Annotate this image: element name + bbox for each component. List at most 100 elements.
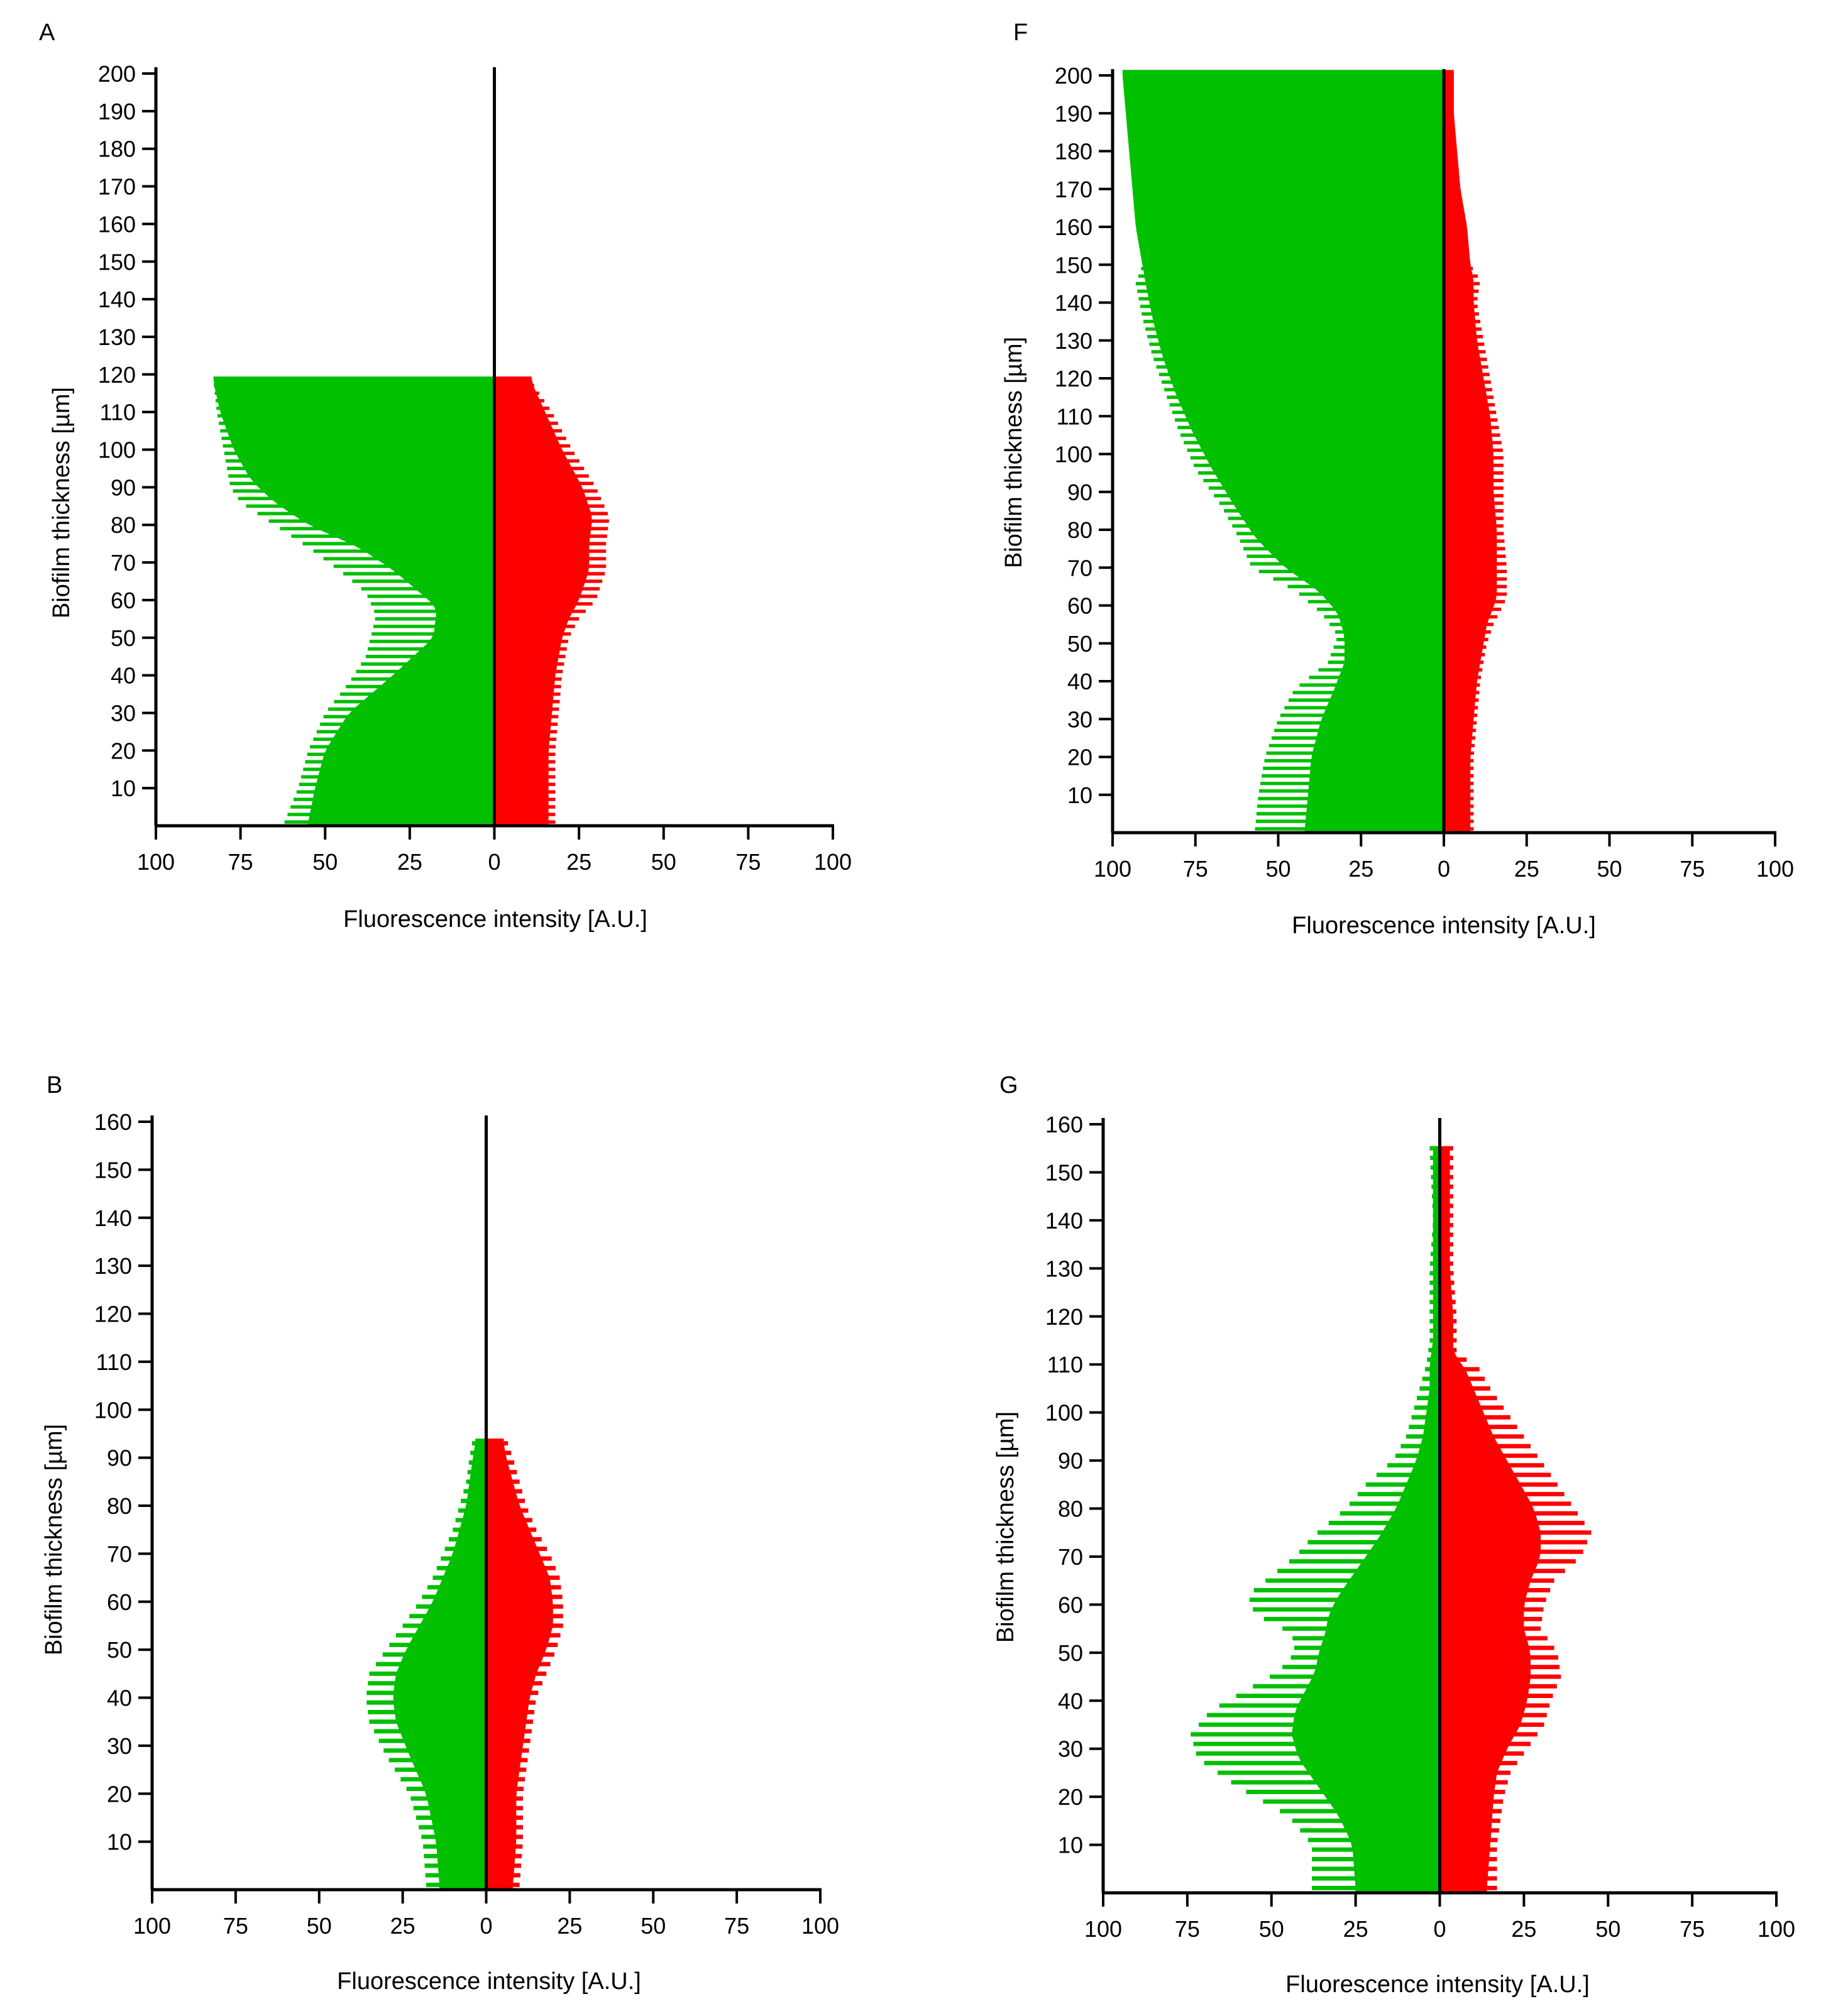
y-tick-label-b: 10	[107, 1829, 132, 1855]
x-tick-label-a: 75	[735, 849, 761, 875]
x-tick-label-a: 25	[397, 849, 422, 875]
y-tick-label-b: 30	[107, 1733, 132, 1759]
y-tick-label-f: 10	[1067, 782, 1092, 808]
plot-area-g: 10 20 30 40 50 60 70 80 90 100 110 120 130 140 150 160 1…	[1045, 1112, 1795, 1942]
y-tick-label-f: 40	[1067, 669, 1092, 694]
y-tick-label-g: 40	[1058, 1688, 1083, 1714]
y-tick-label-f: 140	[1055, 290, 1092, 316]
x-tick-label-g: 100	[1758, 1916, 1795, 1942]
y-tick-label-a: 110	[100, 400, 136, 425]
y-tick-label-a: 30	[111, 700, 136, 726]
y-tick-label-b: 90	[107, 1445, 132, 1471]
panel-label-f: F	[1013, 19, 1028, 46]
panel-label-g: G	[999, 1072, 1018, 1098]
panel-g: G 10 20 30 40 50 60 70 80 90 100 110 120 130 140 150 16…	[993, 1072, 1795, 1998]
y-tick-label-a: 150	[98, 249, 136, 275]
y-tick-label-f: 200	[1055, 63, 1092, 89]
x-tick-label-f: 50	[1265, 856, 1290, 882]
x-tick-label-g: 100	[1084, 1916, 1122, 1942]
x-tick-label-f: 0	[1438, 856, 1450, 882]
x-tick-label-a: 0	[488, 849, 500, 875]
y-tick-label-a: 160	[98, 211, 136, 237]
x-tick-label-g: 50	[1595, 1916, 1620, 1942]
y-tick-label-a: 200	[98, 61, 136, 87]
y-tick-label-f: 50	[1067, 631, 1092, 657]
y-axis-title-f: Biofilm thickness [µm]	[1001, 337, 1027, 568]
y-tick-label-f: 180	[1055, 139, 1092, 165]
y-tick-label-g: 90	[1058, 1448, 1083, 1474]
y-tick-label-b: 100	[94, 1397, 132, 1423]
x-axis-title-a: Fluorescence intensity [A.U.]	[343, 906, 647, 933]
y-tick-label-b: 140	[94, 1205, 132, 1231]
y-tick-label-g: 20	[1058, 1784, 1083, 1810]
x-tick-label-a: 50	[651, 849, 676, 875]
y-tick-label-a: 50	[111, 625, 136, 651]
y-tick-label-b: 80	[107, 1493, 132, 1519]
x-tick-label-b: 100	[801, 1913, 839, 1939]
x-axis-title-b: Fluorescence intensity [A.U.]	[337, 1968, 641, 1995]
y-tick-label-a: 20	[111, 738, 136, 764]
y-tick-label-g: 130	[1045, 1256, 1083, 1281]
y-tick-label-f: 150	[1055, 252, 1092, 278]
x-tick-label-b: 75	[223, 1913, 248, 1939]
panel-label-b: B	[47, 1072, 62, 1098]
y-tick-label-b: 120	[94, 1301, 132, 1327]
x-tick-label-f: 50	[1597, 856, 1622, 882]
x-tick-label-f: 100	[1094, 856, 1131, 882]
x-tick-label-g: 50	[1259, 1916, 1284, 1942]
y-tick-label-b: 160	[94, 1109, 132, 1135]
y-tick-label-b: 40	[107, 1685, 132, 1711]
y-tick-label-b: 130	[94, 1253, 132, 1279]
y-tick-label-g: 70	[1058, 1544, 1083, 1570]
x-tick-label-a: 100	[137, 849, 175, 875]
x-tick-label-b: 25	[557, 1913, 582, 1939]
y-tick-label-g: 10	[1058, 1832, 1083, 1858]
y-tick-label-f: 130	[1055, 328, 1092, 354]
y-tick-label-f: 120	[1055, 366, 1092, 392]
y-tick-label-a: 140	[98, 287, 136, 312]
x-tick-label-b: 100	[133, 1913, 171, 1939]
y-tick-label-a: 60	[111, 588, 136, 613]
x-tick-label-a: 25	[566, 849, 591, 875]
y-tick-label-a: 80	[111, 512, 136, 538]
x-tick-label-g: 75	[1175, 1916, 1200, 1942]
y-tick-label-a: 180	[98, 136, 136, 162]
y-tick-label-f: 100	[1055, 442, 1092, 468]
y-tick-label-b: 110	[96, 1349, 132, 1375]
x-tick-label-b: 50	[307, 1913, 332, 1939]
x-tick-label-f: 25	[1514, 856, 1539, 882]
x-tick-label-g: 75	[1680, 1916, 1705, 1942]
x-tick-label-f: 75	[1680, 856, 1705, 882]
x-tick-label-f: 75	[1183, 856, 1208, 882]
y-axis-title-g: Biofilm thickness [µm]	[993, 1411, 1019, 1643]
y-tick-label-b: 60	[107, 1589, 132, 1615]
panel-f: F 10 20 30 40 50 60 70 80 90 100 110 120 130 140 150 16…	[1001, 19, 1794, 939]
x-tick-label-b: 0	[480, 1913, 492, 1939]
y-tick-label-g: 120	[1045, 1304, 1083, 1330]
x-axis-title-f: Fluorescence intensity [A.U.]	[1292, 912, 1596, 939]
y-tick-label-g: 160	[1045, 1112, 1083, 1137]
y-tick-label-f: 190	[1055, 101, 1092, 126]
y-tick-label-g: 110	[1047, 1352, 1083, 1378]
x-tick-label-g: 25	[1511, 1916, 1536, 1942]
y-tick-label-f: 160	[1055, 214, 1092, 240]
y-tick-label-f: 20	[1067, 745, 1092, 770]
plot-area-a: 10 20 30 40 50 60 70 80 90 100 110 120 130 140 150 160 1…	[98, 61, 852, 875]
y-tick-label-f: 170	[1055, 177, 1092, 202]
y-tick-label-f: 110	[1057, 403, 1092, 429]
panel-a: A 10 20 30 40 50 60 70 80 90 100 110 120 130 140 150 16…	[39, 19, 852, 933]
y-tick-label-a: 10	[111, 775, 136, 801]
y-tick-label-a: 100	[98, 437, 136, 463]
y-tick-label-f: 70	[1067, 555, 1092, 581]
y-tick-label-b: 70	[107, 1541, 132, 1567]
y-tick-label-g: 30	[1058, 1736, 1083, 1762]
y-tick-label-f: 30	[1067, 706, 1092, 732]
y-tick-label-b: 150	[94, 1157, 132, 1183]
y-tick-label-a: 120	[98, 362, 136, 388]
x-tick-label-b: 25	[390, 1913, 415, 1939]
x-tick-label-f: 25	[1348, 856, 1373, 882]
y-tick-label-a: 90	[111, 474, 136, 500]
x-tick-label-f: 100	[1756, 856, 1794, 882]
x-tick-label-g: 0	[1433, 1916, 1446, 1942]
